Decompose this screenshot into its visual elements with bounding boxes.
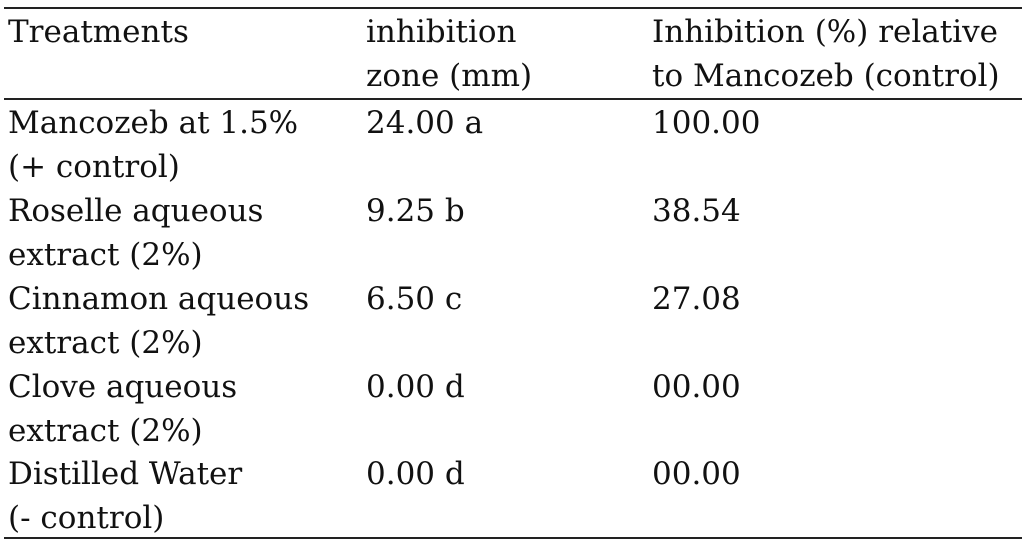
treatment-cell: Clove aqueous extract (2%) [8,369,238,449]
header-inhibition-percent: Inhibition (%) relative to Mancozeb (con… [652,14,1000,94]
treatment-cell: Cinnamon aqueous extract (2%) [8,281,310,361]
treatment-cell: Roselle aqueous extract (2%) [8,193,264,273]
table-top-rule [4,7,1022,9]
inhibition-zone-cell: 6.50 c [366,281,463,317]
inhibition-percent-cell: 27.08 [652,281,741,317]
inhibition-percent-cell: 00.00 [652,369,741,405]
inhibition-percent-cell: 00.00 [652,456,741,492]
inhibition-zone-cell: 9.25 b [366,193,465,229]
table-bottom-rule [4,537,1022,539]
inhibition-zone-cell: 0.00 d [366,456,465,492]
treatment-cell: Distilled Water (- control) [8,456,243,536]
inhibition-zone-cell: 24.00 a [366,105,484,141]
inhibition-percent-cell: 100.00 [652,105,761,141]
header-treatments: Treatments [8,14,189,50]
header-inhibition-zone: inhibition zone (mm) [366,14,533,94]
inhibition-percent-cell: 38.54 [652,193,741,229]
table-header-rule [4,98,1022,100]
treatment-cell: Mancozeb at 1.5% (+ control) [8,105,299,185]
inhibition-zone-cell: 0.00 d [366,369,465,405]
